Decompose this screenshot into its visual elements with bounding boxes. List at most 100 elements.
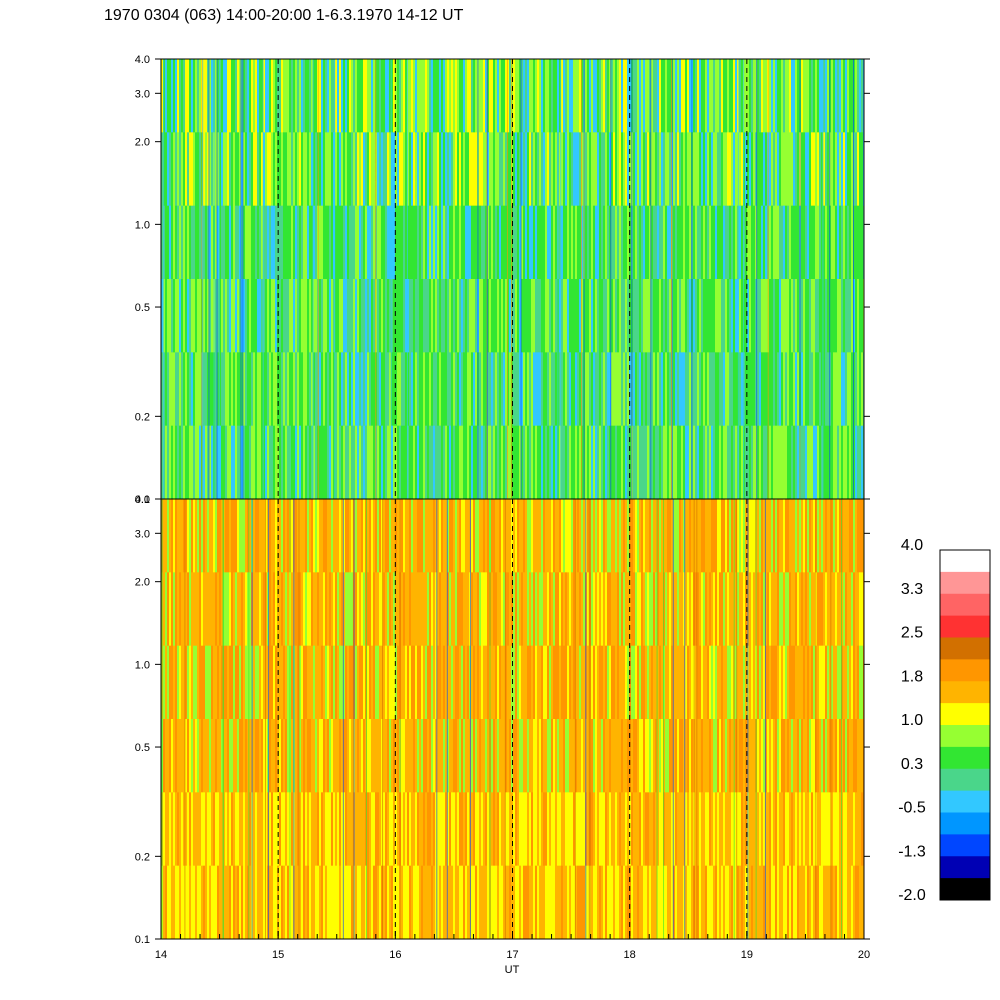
spectrogram-cell: [859, 279, 861, 354]
spectrogram-cell: [485, 719, 487, 794]
spectrogram-cell: [735, 719, 737, 794]
spectrogram-cell: [685, 719, 687, 794]
spectrogram-cell: [683, 645, 685, 720]
spectrogram-cell: [425, 425, 427, 499]
spectrogram-cell: [259, 645, 261, 720]
spectrogram-cell: [853, 279, 855, 354]
spectrogram-cell: [851, 499, 853, 574]
spectrogram-cell: [717, 499, 719, 574]
spectrogram-cell: [491, 499, 493, 574]
spectrogram-cell: [575, 132, 577, 207]
spectrogram-cell: [273, 792, 275, 867]
spectrogram-cell: [383, 352, 385, 427]
spectrogram-cell: [721, 132, 723, 207]
spectrogram-cell: [289, 425, 291, 499]
spectrogram-cell: [829, 865, 831, 939]
spectrogram-cell: [217, 572, 219, 647]
spectrogram-cell: [337, 352, 339, 427]
spectrogram-cell: [765, 205, 767, 280]
spectrogram-cell: [575, 572, 577, 647]
spectrogram-cell: [721, 719, 723, 794]
spectrogram-cell: [379, 792, 381, 867]
spectrogram-cell: [377, 865, 379, 939]
spectrogram-cell: [519, 719, 521, 794]
spectrogram-cell: [599, 59, 601, 134]
spectrogram-cell: [183, 425, 185, 499]
spectrogram-cell: [809, 645, 811, 720]
spectrogram-cell: [487, 645, 489, 720]
spectrogram-cell: [743, 645, 745, 720]
spectrogram-cell: [669, 865, 671, 939]
spectrogram-cell: [669, 205, 671, 280]
spectrogram-cell: [685, 59, 687, 134]
spectrogram-cell: [351, 425, 353, 499]
spectrogram-cell: [237, 132, 239, 207]
spectrogram-cell: [455, 425, 457, 499]
spectrogram-cell: [667, 279, 669, 354]
spectrogram-cell: [685, 279, 687, 354]
spectrogram-cell: [365, 352, 367, 427]
spectrogram-cell: [393, 352, 395, 427]
spectrogram-cell: [341, 499, 343, 574]
spectrogram-cell: [545, 572, 547, 647]
spectrogram-cell: [401, 205, 403, 280]
spectrogram-cell: [183, 352, 185, 427]
spectrogram-cell: [703, 865, 705, 939]
spectrogram-cell: [591, 499, 593, 574]
spectrogram-cell: [207, 572, 209, 647]
spectrogram-cell: [713, 645, 715, 720]
spectrogram-cell: [185, 572, 187, 647]
spectrogram-cell: [167, 719, 169, 794]
spectrogram-cell: [165, 205, 167, 280]
spectrogram-cell: [607, 205, 609, 280]
spectrogram-cell: [621, 792, 623, 867]
spectrogram-cell: [639, 499, 641, 574]
spectrogram-cell: [199, 132, 201, 207]
spectrogram-cell: [417, 205, 419, 280]
spectrogram-cell: [861, 865, 863, 939]
spectrogram-cell: [193, 792, 195, 867]
spectrogram-cell: [491, 792, 493, 867]
spectrogram-cell: [745, 572, 747, 647]
spectrogram-cell: [651, 205, 653, 280]
spectrogram-cell: [263, 499, 265, 574]
spectrogram-cell: [781, 792, 783, 867]
spectrogram-cell: [441, 279, 443, 354]
spectrogram-cell: [833, 865, 835, 939]
spectrogram-cell: [753, 865, 755, 939]
spectrogram-cell: [197, 865, 199, 939]
spectrogram-cell: [171, 132, 173, 207]
spectrogram-cell: [795, 572, 797, 647]
spectrogram-cell: [839, 572, 841, 647]
spectrogram-cell: [831, 865, 833, 939]
spectrogram-cell: [681, 279, 683, 354]
spectrogram-cell: [449, 132, 451, 207]
spectrogram-cell: [777, 645, 779, 720]
spectrogram-cell: [751, 352, 753, 427]
spectrogram-cell: [235, 279, 237, 354]
spectrogram-cell: [713, 59, 715, 134]
spectrogram-cell: [569, 719, 571, 794]
spectrogram-cell: [505, 132, 507, 207]
spectrogram-cell: [653, 865, 655, 939]
spectrogram-cell: [769, 572, 771, 647]
spectrogram-cell: [269, 425, 271, 499]
spectrogram-cell: [819, 279, 821, 354]
spectrogram-cell: [445, 719, 447, 794]
spectrogram-streak: [671, 59, 673, 499]
colorbar-swatch: [940, 768, 990, 792]
spectrogram-cell: [783, 425, 785, 499]
spectrogram-cell: [583, 645, 585, 720]
spectrogram-cell: [703, 719, 705, 794]
spectrogram-cell: [253, 572, 255, 647]
spectrogram-cell: [355, 425, 357, 499]
spectrogram-cell: [519, 352, 521, 427]
spectrogram-cell: [223, 205, 225, 280]
spectrogram-cell: [399, 279, 401, 354]
spectrogram-cell: [217, 645, 219, 720]
spectrogram-cell: [423, 425, 425, 499]
spectrogram-cell: [579, 499, 581, 574]
spectrogram-cell: [279, 572, 281, 647]
spectrogram-cell: [785, 645, 787, 720]
spectrogram-cell: [651, 279, 653, 354]
